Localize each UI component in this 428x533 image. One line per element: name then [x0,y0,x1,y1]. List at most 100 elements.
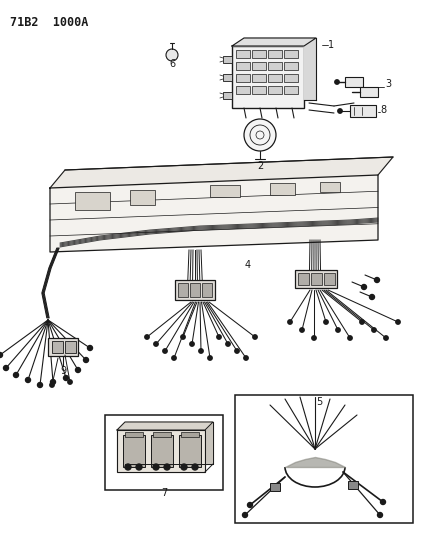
Bar [190,283,200,297]
Circle shape [166,49,178,61]
Bar [52,341,63,353]
Bar [324,273,335,285]
Bar [105,415,223,490]
Bar [223,56,232,63]
Circle shape [26,377,30,383]
Circle shape [199,349,203,353]
Bar [284,50,298,58]
Polygon shape [117,422,213,430]
Circle shape [181,464,187,470]
Bar [252,86,266,94]
Circle shape [83,358,89,362]
Bar [236,86,250,94]
Bar [320,182,340,192]
Bar [223,92,232,99]
Bar [295,270,337,288]
Bar [284,74,298,82]
Circle shape [253,335,257,339]
Circle shape [312,336,316,340]
Circle shape [377,513,383,518]
Text: 4: 4 [245,260,251,270]
Circle shape [164,464,170,470]
Circle shape [136,464,142,470]
Circle shape [384,336,388,340]
Circle shape [154,342,158,346]
Bar [298,273,309,285]
Circle shape [192,464,198,470]
Circle shape [335,80,339,84]
Bar [210,185,240,197]
Bar [236,62,250,70]
Bar [125,432,143,437]
Bar [345,77,363,87]
Bar [48,338,78,356]
Circle shape [208,356,212,360]
Text: 71B2  1000A: 71B2 1000A [10,16,88,29]
Text: 6: 6 [169,59,175,69]
Circle shape [145,335,149,339]
Circle shape [75,367,80,373]
Circle shape [153,464,159,470]
Circle shape [336,328,340,332]
Bar [252,74,266,82]
Text: 5: 5 [316,397,322,407]
Bar [348,481,358,489]
Text: 3: 3 [385,79,391,89]
Circle shape [125,464,131,470]
Bar [252,50,266,58]
Polygon shape [125,422,213,464]
Bar [181,432,199,437]
Circle shape [51,379,56,384]
Circle shape [300,328,304,332]
Bar [284,62,298,70]
Circle shape [338,109,342,113]
Bar [270,483,280,491]
Circle shape [68,380,72,384]
Circle shape [235,349,239,353]
Circle shape [63,376,68,381]
Circle shape [324,320,328,324]
Circle shape [369,295,374,300]
Bar [236,50,250,58]
Bar [65,341,76,353]
Circle shape [172,356,176,360]
Circle shape [0,352,3,358]
Bar [130,190,155,205]
Bar [151,435,173,467]
Bar [284,86,298,94]
Bar [350,105,376,117]
Circle shape [243,513,247,518]
Circle shape [372,328,376,332]
Polygon shape [304,38,316,100]
Circle shape [288,320,292,324]
Bar [268,50,282,58]
Bar [223,74,232,81]
Circle shape [374,278,380,282]
Circle shape [190,342,194,346]
Bar [175,280,215,300]
Circle shape [87,345,92,351]
Bar [270,183,295,195]
Circle shape [362,285,366,289]
Bar [235,395,413,523]
Polygon shape [117,430,205,472]
Circle shape [360,320,364,324]
Circle shape [163,349,167,353]
Circle shape [38,383,42,387]
Bar [360,87,378,97]
Bar [236,74,250,82]
Circle shape [244,356,248,360]
Circle shape [396,320,400,324]
Text: 9: 9 [60,366,66,376]
Circle shape [181,335,185,339]
Bar [268,74,282,82]
Bar [153,432,171,437]
Bar [75,192,110,210]
Circle shape [14,373,18,377]
Text: 1: 1 [328,40,334,50]
Circle shape [247,503,253,507]
Bar [311,273,322,285]
Bar [268,62,282,70]
Circle shape [348,336,352,340]
Circle shape [244,119,276,151]
